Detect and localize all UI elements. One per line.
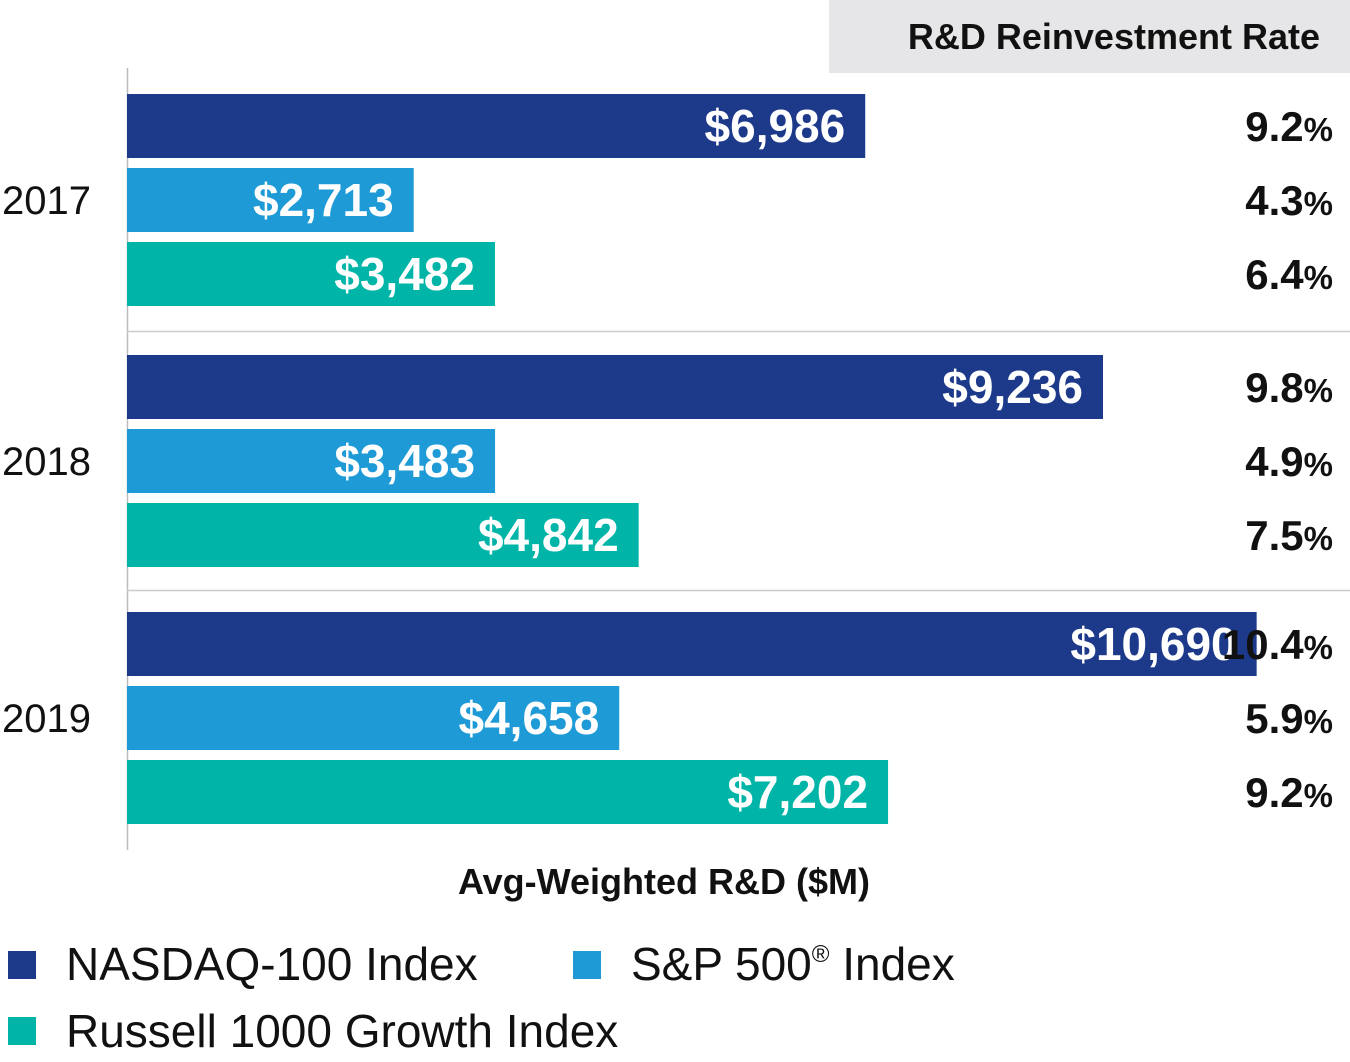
rate-nasdaq-100-index-2019: 10.4% xyxy=(1222,621,1333,668)
rate-unit: % xyxy=(1304,259,1333,296)
rate-unit: % xyxy=(1304,185,1333,222)
bar-label-s-p-500-2019: $4,658 xyxy=(459,692,600,744)
legend-swatch-russell-1000-growth-index xyxy=(8,1017,36,1045)
rate-unit: % xyxy=(1304,777,1333,814)
bar-nasdaq-100-index-2018 xyxy=(127,355,1103,419)
bar-s-p-500-2018 xyxy=(127,429,496,493)
legend-swatch-nasdaq-100-index xyxy=(8,951,36,979)
bar-label-nasdaq-100-index-2017: $6,986 xyxy=(705,100,846,152)
rate-unit: % xyxy=(1304,372,1333,409)
bar-s-p-500-2019 xyxy=(127,686,620,750)
year-label-2018: 2018 xyxy=(2,440,91,484)
rate-header: R&D Reinvestment Rate xyxy=(829,0,1350,73)
rate-nasdaq-100-index-2018: 9.8% xyxy=(1245,364,1333,411)
legend-label-nasdaq-100-index: NASDAQ-100 Index xyxy=(66,938,478,990)
bar-russell-1000-growth-index-2019 xyxy=(127,760,889,824)
rate-header-background xyxy=(829,0,1350,73)
bar-label-s-p-500-2018: $3,483 xyxy=(334,435,475,487)
rate-russell-1000-growth-index-2018: 7.5% xyxy=(1245,512,1333,559)
rate-s-p-500-2019: 5.9% xyxy=(1245,695,1333,742)
bar-label-russell-1000-growth-index-2017: $3,482 xyxy=(334,248,475,300)
bar-label-nasdaq-100-index-2019: $10,690 xyxy=(1070,618,1236,670)
bar-label-russell-1000-growth-index-2019: $7,202 xyxy=(727,766,868,818)
bar-label-s-p-500-2017: $2,713 xyxy=(253,174,394,226)
rate-s-p-500-2018: 4.9% xyxy=(1245,438,1333,485)
rate-unit: % xyxy=(1304,629,1333,666)
bar-label-russell-1000-growth-index-2018: $4,842 xyxy=(478,509,619,561)
rate-unit: % xyxy=(1304,520,1333,557)
bar-nasdaq-100-index-2017 xyxy=(127,94,866,158)
rate-s-p-500-2017: 4.3% xyxy=(1245,177,1333,224)
bar-russell-1000-growth-index-2017 xyxy=(127,242,495,306)
year-label-2019: 2019 xyxy=(2,697,91,741)
rate-nasdaq-100-index-2017: 9.2% xyxy=(1245,103,1333,150)
bar-nasdaq-100-index-2019 xyxy=(127,612,1257,676)
bar-s-p-500-2017 xyxy=(127,168,414,232)
bar-russell-1000-growth-index-2018 xyxy=(127,503,639,567)
rate-unit: % xyxy=(1304,703,1333,740)
legend-label-s-p-500: S&P 500® Index xyxy=(631,938,955,990)
year-label-2017: 2017 xyxy=(2,179,91,223)
rate-header-title: R&D Reinvestment Rate xyxy=(908,16,1320,57)
bar-label-nasdaq-100-index-2018: $9,236 xyxy=(942,361,1083,413)
x-axis-label: Avg-Weighted R&D ($M) xyxy=(458,861,870,902)
legend-label-suffix: Index xyxy=(829,938,954,990)
rate-unit: % xyxy=(1304,446,1333,483)
legend-label-russell-1000-growth-index: Russell 1000 Growth Index xyxy=(66,1005,618,1057)
rate-unit: % xyxy=(1304,111,1333,148)
rate-russell-1000-growth-index-2017: 6.4% xyxy=(1245,251,1333,298)
legend-swatch-s-p-500 xyxy=(573,951,601,979)
rate-russell-1000-growth-index-2019: 9.2% xyxy=(1245,769,1333,816)
registered-mark: ® xyxy=(812,941,830,968)
